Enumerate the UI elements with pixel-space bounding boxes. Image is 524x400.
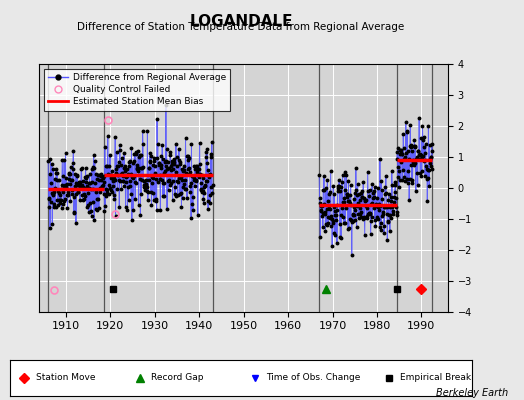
Text: Empirical Break: Empirical Break	[400, 374, 471, 382]
Text: Berkeley Earth: Berkeley Earth	[436, 388, 508, 398]
Text: Difference of Station Temperature Data from Regional Average: Difference of Station Temperature Data f…	[78, 22, 405, 32]
Legend: Difference from Regional Average, Quality Control Failed, Estimated Station Mean: Difference from Regional Average, Qualit…	[44, 68, 231, 111]
Text: LOGANDALE: LOGANDALE	[189, 14, 293, 29]
Text: Time of Obs. Change: Time of Obs. Change	[266, 374, 361, 382]
Text: Station Move: Station Move	[36, 374, 95, 382]
Text: Record Gap: Record Gap	[151, 374, 204, 382]
